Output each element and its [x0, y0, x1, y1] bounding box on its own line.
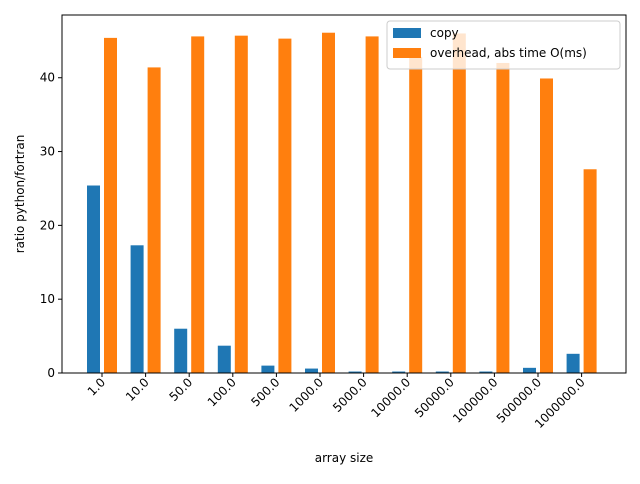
x-tick-label: 100.0	[205, 375, 239, 409]
legend-label-overhead: overhead, abs time O(ms)	[430, 46, 587, 60]
y-tick-label: 10	[40, 292, 55, 306]
bar-copy-9	[479, 371, 493, 373]
bar-overhead-2	[191, 36, 205, 373]
bar-overhead-0	[104, 37, 117, 373]
x-axis-label: array size	[315, 451, 374, 465]
bar-overhead-1	[147, 67, 161, 373]
y-tick-label: 20	[40, 218, 55, 232]
bar-copy-3	[217, 345, 231, 373]
bar-copy-11	[566, 353, 580, 373]
x-tick-label: 5000.0	[330, 375, 370, 415]
bar-copy-5	[305, 368, 318, 373]
bar-overhead-6	[365, 36, 379, 373]
bar-overhead-11	[583, 169, 597, 373]
bars	[87, 32, 597, 374]
x-tick-label: 1000.0	[287, 375, 327, 415]
y-axis-label: ratio python/fortran	[13, 135, 27, 254]
x-axis: 1.0 10.0 50.0 100.0 500.0 1000.0 5000.010000.0…	[85, 373, 588, 431]
bar-overhead-4	[278, 38, 292, 374]
bar-copy-10	[523, 367, 536, 373]
y-tick-label: 40	[40, 71, 55, 85]
x-tick-label: 1.0	[85, 375, 108, 398]
bar-copy-8	[435, 371, 449, 373]
x-tick-label: 10000.0	[368, 375, 413, 420]
bar-overhead-3	[234, 35, 248, 374]
x-tick-label: 100000.0	[450, 375, 500, 425]
bar-copy-6	[348, 371, 362, 373]
x-tick-label: 50000.0	[412, 375, 457, 420]
bar-copy-2	[174, 328, 188, 373]
bar-copy-4	[261, 365, 275, 373]
bar-overhead-10	[540, 78, 553, 374]
bar-overhead-5	[322, 32, 335, 374]
plot-frame	[61, 14, 627, 374]
bar-overhead-8	[452, 33, 466, 373]
legend-swatch-copy	[393, 28, 421, 38]
bar-overhead-9	[496, 62, 510, 374]
legend-frame	[386, 20, 621, 70]
y-axis: 0 10 20 30 40	[40, 71, 62, 380]
x-tick-label: 10.0	[123, 375, 152, 404]
bar-copy-7	[392, 371, 406, 373]
bar-copy-1	[130, 245, 144, 373]
legend-label-copy: copy	[430, 26, 459, 40]
y-tick-label: 30	[40, 145, 55, 159]
bar-copy-0	[87, 185, 100, 373]
y-tick-label: 0	[47, 366, 55, 380]
legend-swatch-overhead	[393, 48, 421, 58]
x-tick-label: 500.0	[248, 375, 282, 409]
x-tick-label: 50.0	[167, 375, 196, 404]
bar-overhead-7	[409, 57, 423, 374]
legend: copy overhead, abs time O(ms)	[386, 20, 621, 70]
